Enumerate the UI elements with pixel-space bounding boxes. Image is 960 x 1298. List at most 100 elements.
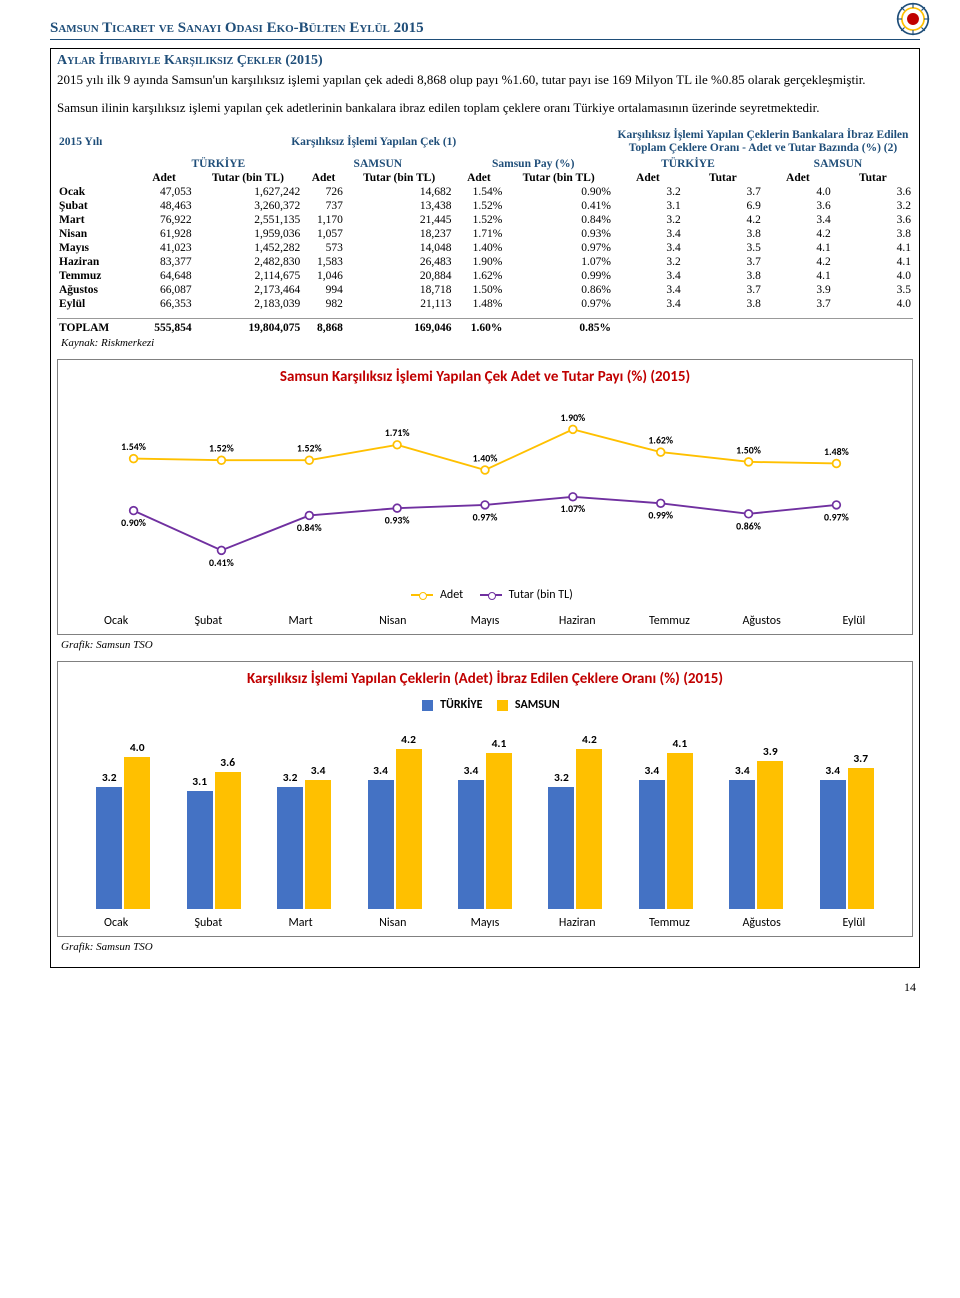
legend-label-tutar: Tutar (bin TL) bbox=[509, 588, 573, 602]
bar-samsun: 3.7 bbox=[848, 768, 874, 909]
cell: 4.1 bbox=[833, 241, 913, 255]
legend-swatch-adet bbox=[411, 594, 433, 596]
legend-label-samsun: SAMSUN bbox=[515, 698, 560, 712]
bar-value: 4.0 bbox=[130, 741, 145, 755]
total-cell: 169,046 bbox=[345, 319, 454, 336]
cell: 3.6 bbox=[833, 213, 913, 227]
row-month: Mart bbox=[57, 213, 135, 227]
bar-group: 3.43.7 bbox=[802, 768, 892, 909]
cell: 2,173,464 bbox=[194, 283, 303, 297]
bar-chart-x-labels: OcakŞubatMartNisanMayısHaziranTemmuzAğus… bbox=[70, 910, 900, 930]
row-month: Mayıs bbox=[57, 241, 135, 255]
bar-chart-box: Karşılıksız İşlemi Yapılan Çeklerin (Ade… bbox=[57, 661, 913, 937]
cell: 0.90% bbox=[504, 185, 613, 199]
col-header: Tutar (bin TL) bbox=[194, 171, 303, 185]
cell: 1.90% bbox=[453, 255, 504, 269]
cell: 2,482,830 bbox=[194, 255, 303, 269]
bar-turkiye: 3.4 bbox=[458, 780, 484, 909]
cell: 48,463 bbox=[135, 199, 194, 213]
cell: 1.52% bbox=[453, 213, 504, 227]
sub-samsun2: SAMSUN bbox=[763, 157, 913, 171]
total-cell bbox=[833, 319, 913, 336]
svg-text:0.93%: 0.93% bbox=[385, 515, 410, 527]
cell: 1.07% bbox=[504, 255, 613, 269]
bar-group: 3.2 4.0 bbox=[78, 757, 168, 909]
bar-value: 3.4 bbox=[825, 764, 840, 778]
bar-group: 3.43.9 bbox=[711, 761, 801, 909]
total-cell bbox=[613, 319, 683, 336]
cell: 4.1 bbox=[763, 241, 833, 255]
cell: 41,023 bbox=[135, 241, 194, 255]
cell: 3.4 bbox=[613, 297, 683, 311]
cell: 4.2 bbox=[683, 213, 763, 227]
bar-value: 3.6 bbox=[220, 756, 235, 770]
cell: 1,452,282 bbox=[194, 241, 303, 255]
cell: 0.97% bbox=[504, 297, 613, 311]
bar-chart-legend: TÜRKİYE SAMSUN bbox=[70, 698, 900, 712]
col-header-row: AdetTutar (bin TL)AdetTutar (bin TL)Adet… bbox=[57, 171, 913, 185]
cell: 994 bbox=[302, 283, 345, 297]
cell: 982 bbox=[302, 297, 345, 311]
page-header-text: Samsun Ticaret ve Sanayi Odasi Eko-Bülte… bbox=[50, 20, 424, 36]
cell: 18,718 bbox=[345, 283, 454, 297]
total-row: TOPLAM555,85419,804,0758,868169,0461.60%… bbox=[57, 319, 913, 336]
svg-text:0.90%: 0.90% bbox=[121, 517, 146, 529]
bar-samsun: 4.0 bbox=[124, 757, 150, 909]
cell: 18,237 bbox=[345, 227, 454, 241]
svg-text:1.52%: 1.52% bbox=[209, 443, 234, 455]
bar-group: 3.24.2 bbox=[530, 749, 620, 909]
bar-value: 3.2 bbox=[283, 771, 298, 785]
chart1-source: Grafik: Samsun TSO bbox=[61, 639, 913, 651]
table-source: Kaynak: Riskmerkezi bbox=[61, 337, 913, 349]
cell: 3.6 bbox=[833, 185, 913, 199]
total-cell: 0.85% bbox=[504, 319, 613, 336]
x-tick: Ağustos bbox=[716, 916, 808, 930]
cell: 3.8 bbox=[683, 227, 763, 241]
cell: 1,959,036 bbox=[194, 227, 303, 241]
bar-samsun: 4.1 bbox=[486, 753, 512, 909]
tbl-group1: Karşılıksız İşlemi Yapılan Çek (1) bbox=[135, 128, 613, 156]
svg-text:0.97%: 0.97% bbox=[824, 511, 849, 523]
cell: 4.2 bbox=[763, 255, 833, 269]
cell: 61,928 bbox=[135, 227, 194, 241]
cell: 21,445 bbox=[345, 213, 454, 227]
cell: 4.0 bbox=[833, 297, 913, 311]
row-month: Haziran bbox=[57, 255, 135, 269]
svg-text:0.41%: 0.41% bbox=[209, 557, 234, 569]
cell: 66,353 bbox=[135, 297, 194, 311]
table-row: Nisan61,9281,959,0361,05718,2371.71%0.93… bbox=[57, 227, 913, 241]
line-chart-title: Samsun Karşılıksız İşlemi Yapılan Çek Ad… bbox=[70, 368, 900, 386]
line-chart-box: Samsun Karşılıksız İşlemi Yapılan Çek Ad… bbox=[57, 359, 913, 635]
sub-turkiye2: TÜRKİYE bbox=[613, 157, 763, 171]
bar-value: 3.4 bbox=[644, 764, 659, 778]
bar-value: 3.7 bbox=[853, 752, 868, 766]
bar-samsun: 3.6 bbox=[215, 772, 241, 909]
row-month: Temmuz bbox=[57, 269, 135, 283]
col-header: Adet bbox=[763, 171, 833, 185]
bar-group: 3.23.4 bbox=[259, 780, 349, 909]
row-month: Ocak bbox=[57, 185, 135, 199]
cell: 0.84% bbox=[504, 213, 613, 227]
bar-samsun: 4.2 bbox=[576, 749, 602, 909]
col-header: Adet bbox=[302, 171, 345, 185]
svg-text:1.50%: 1.50% bbox=[736, 444, 761, 456]
bar-value: 4.2 bbox=[401, 733, 416, 747]
cell: 3.2 bbox=[613, 185, 683, 199]
bar-chart-plot: 3.24.03.13.63.23.43.44.23.44.13.24.23.44… bbox=[70, 720, 900, 910]
legend-label-turkiye: TÜRKİYE bbox=[440, 698, 482, 712]
x-tick: Haziran bbox=[531, 614, 623, 628]
cell: 1.54% bbox=[453, 185, 504, 199]
bar-group: 3.44.1 bbox=[621, 753, 711, 909]
page-number: 14 bbox=[50, 980, 920, 995]
svg-text:0.84%: 0.84% bbox=[297, 522, 322, 534]
bar-turkiye: 3.2 bbox=[277, 787, 303, 909]
bar-value: 3.9 bbox=[763, 745, 778, 759]
row-month: Nisan bbox=[57, 227, 135, 241]
cell: 3.7 bbox=[763, 297, 833, 311]
cell: 4.2 bbox=[763, 227, 833, 241]
bar-value: 3.2 bbox=[102, 771, 117, 785]
cell: 737 bbox=[302, 199, 345, 213]
line-chart-x-labels: OcakŞubatMartNisanMayısHaziranTemmuzAğus… bbox=[70, 608, 900, 628]
x-tick: Şubat bbox=[162, 916, 254, 930]
page-header: Samsun Ticaret ve Sanayi Odasi Eko-Bülte… bbox=[50, 20, 920, 40]
